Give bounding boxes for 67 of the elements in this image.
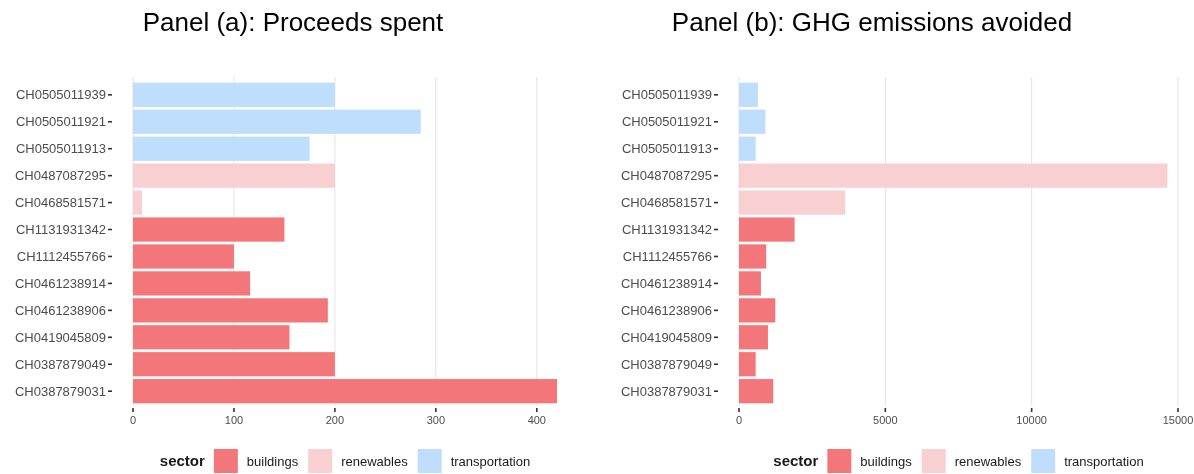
y-tick-label: CH0505011913	[15, 141, 106, 157]
bar	[133, 352, 335, 377]
bar	[133, 244, 234, 269]
bar	[739, 163, 1168, 188]
y-tick-label: CH0387879049	[14, 356, 106, 372]
chart-title: Panel (b): GHG emissions avoided	[671, 7, 1073, 37]
y-tick-label: CH1112455766	[16, 249, 106, 265]
x-tick-label: 300	[426, 414, 446, 426]
y-tick-label: CH0505011921	[15, 114, 106, 130]
bar	[739, 379, 774, 404]
y-tick-label: CH0461238914	[620, 275, 712, 291]
x-tick-label: 0	[735, 414, 743, 426]
bar	[133, 325, 290, 350]
y-tick-label: CH0468581571	[14, 195, 106, 211]
y-tick-label: CH0505011913	[621, 141, 712, 157]
y-tick-label: CH0387879031	[14, 383, 106, 399]
y-tick-label: CH0461238914	[14, 275, 106, 291]
x-tick-label: 10000	[1016, 414, 1047, 426]
y-tick-label: CH0461238906	[620, 302, 712, 318]
bar	[739, 352, 756, 377]
chart-title: Panel (a): Proceeds spent	[142, 7, 445, 37]
legend-label: transportation	[1064, 453, 1144, 469]
legend-label: buildings	[246, 453, 299, 469]
bar	[133, 136, 310, 161]
legend-title: sector	[159, 452, 206, 470]
bar	[739, 217, 795, 242]
bar	[133, 109, 421, 134]
bar	[739, 109, 766, 134]
y-tick-label: CH0505011921	[621, 114, 712, 130]
y-tick-label: CH0487087295	[620, 168, 712, 184]
y-tick-label: CH0387879049	[620, 356, 712, 372]
y-tick-label: CH0505011939	[621, 87, 712, 103]
bar	[133, 190, 143, 215]
bar	[739, 271, 761, 296]
bar	[739, 136, 756, 161]
x-tick-label: 5000	[873, 414, 898, 426]
y-tick-label: CH1131931342	[621, 222, 712, 238]
x-tick-label: 15000	[1162, 414, 1194, 426]
bar	[739, 82, 759, 107]
x-tick-label: 0	[129, 414, 137, 426]
bar	[133, 217, 285, 242]
bar	[133, 271, 251, 296]
y-tick-label: CH0505011939	[15, 87, 106, 103]
legend-label: transportation	[450, 453, 531, 469]
x-tick-label: 200	[325, 414, 345, 426]
y-tick-label: CH1112455766	[622, 249, 712, 265]
x-tick-label: 400	[527, 414, 546, 426]
y-tick-label: CH0387879031	[620, 383, 712, 399]
y-tick-label: CH0487087295	[14, 168, 106, 184]
bar	[739, 244, 767, 269]
x-tick-label: 100	[224, 414, 244, 426]
y-tick-label: CH0461238906	[14, 302, 106, 318]
bar	[133, 298, 328, 323]
legend-label: buildings	[860, 453, 913, 469]
legend-label: renewables	[954, 453, 1022, 469]
legend-label: renewables	[341, 453, 409, 469]
y-tick-label: CH0419045809	[620, 329, 712, 345]
y-tick-label: CH0419045809	[14, 329, 106, 345]
bar	[133, 82, 335, 107]
bar	[739, 325, 768, 350]
y-tick-label: CH1131931342	[15, 222, 106, 238]
bar	[739, 190, 846, 215]
y-tick-label: CH0468581571	[620, 195, 712, 211]
bar	[739, 298, 776, 323]
legend-title: sector	[773, 452, 819, 470]
bar	[133, 163, 335, 188]
bar	[133, 379, 557, 404]
